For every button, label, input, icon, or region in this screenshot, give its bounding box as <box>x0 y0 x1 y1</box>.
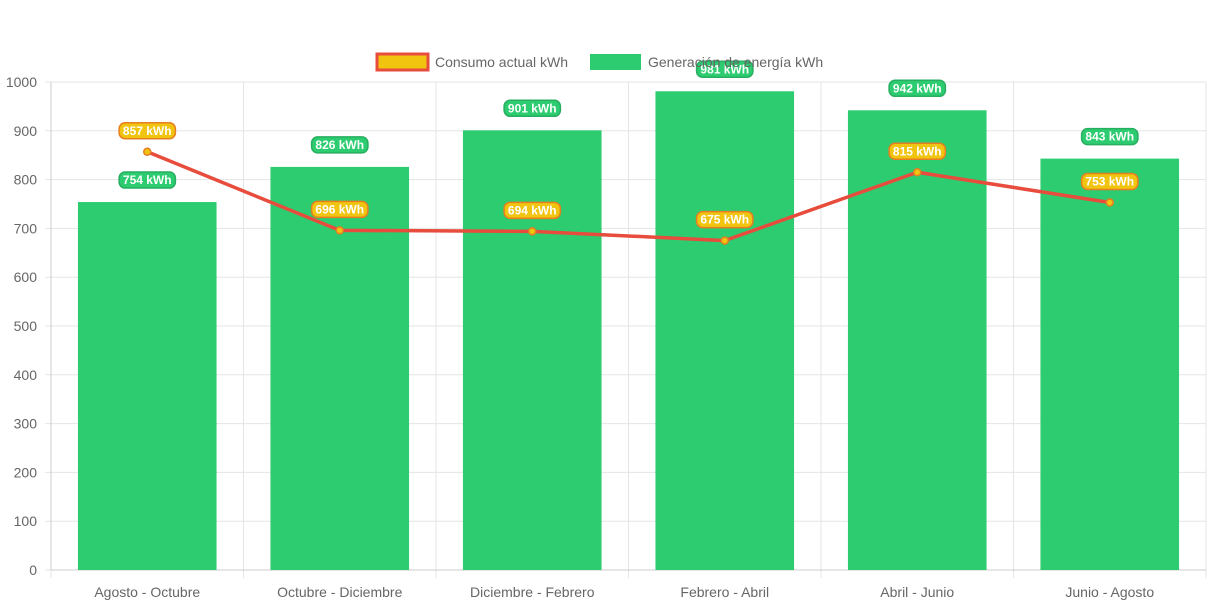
data-label-consumo-bg <box>888 142 947 161</box>
y-tick-label: 600 <box>14 269 38 285</box>
data-label-generacion-bg <box>888 79 947 98</box>
data-labels: 754 kWh 826 kWh 901 kWh 981 kWh 942 kWh 843 k… <box>118 60 1139 229</box>
data-label-generacion: 942 kWh <box>893 81 942 95</box>
data-label-consumo: 696 kWh <box>315 202 364 216</box>
bar-generacion <box>462 130 602 570</box>
data-label-generacion: 981 kWh <box>700 62 749 76</box>
x-tick-label: Febrero - Abril <box>680 584 769 600</box>
point-consumo <box>143 147 152 157</box>
data-label-consumo: 675 kWh <box>700 213 749 227</box>
data-label-consumo-bg <box>1080 172 1139 191</box>
data-label-generacion-bg <box>310 136 369 154</box>
data-label-consumo-bg <box>118 122 177 140</box>
y-tick-label: 0 <box>29 562 37 578</box>
point-consumo <box>1105 198 1114 207</box>
y-tick-label: 500 <box>14 318 38 334</box>
bar-generacion <box>655 91 795 570</box>
point-consumo <box>913 168 922 177</box>
x-tick-label: Octubre - Diciembre <box>277 584 402 600</box>
data-label-consumo-bg <box>503 201 562 220</box>
y-tick-label: 200 <box>14 464 38 480</box>
y-tick-label: 800 <box>14 172 38 188</box>
data-label-generacion: 826 kWh <box>315 138 364 152</box>
bar-generacion <box>1040 158 1180 570</box>
point-consumo <box>720 236 729 245</box>
data-label-generacion: 901 kWh <box>508 101 557 115</box>
consumo-line <box>146 150 1111 243</box>
data-label-consumo: 753 kWh <box>1085 175 1134 189</box>
y-tick-label: 1000 <box>6 74 37 90</box>
legend[interactable]: Consumo actual kWh Generación de energía … <box>375 52 823 72</box>
y-tick-label: 400 <box>14 367 38 383</box>
data-label-consumo-bg <box>310 200 369 219</box>
data-label-generacion-bg <box>503 99 562 118</box>
legend-label-generacion: Generación de energía kWh <box>648 54 823 70</box>
grid <box>45 81 1207 578</box>
data-label-generacion-bg <box>1080 127 1139 146</box>
legend-label-consumo: Consumo actual kWh <box>435 54 568 70</box>
y-tick-label: 900 <box>14 123 38 139</box>
data-label-consumo-bg <box>695 210 754 229</box>
y-tick-label: 100 <box>14 513 38 529</box>
x-tick-label: Junio - Agosto <box>1065 584 1154 600</box>
data-label-generacion-bg <box>118 171 177 189</box>
data-label-consumo: 857 kWh <box>123 124 172 138</box>
axes: 0 100 200 300 400 500 600 700 800 900 1000 Agosto -… <box>6 74 1206 600</box>
legend-swatch-consumo <box>375 52 430 72</box>
x-tick-label: Abril - Junio <box>880 584 954 600</box>
x-tick-label: Agosto - Octubre <box>94 584 200 600</box>
data-label-generacion-bg <box>695 60 754 79</box>
y-tick-label: 700 <box>14 220 38 236</box>
legend-swatch-generacion <box>590 54 641 70</box>
data-label-consumo: 815 kWh <box>893 144 942 158</box>
bar-generacion <box>77 202 217 570</box>
point-consumo <box>528 227 537 236</box>
y-tick-label: 300 <box>14 416 38 432</box>
point-consumo <box>335 226 344 235</box>
line-series <box>143 147 1114 245</box>
data-label-generacion: 843 kWh <box>1085 130 1134 144</box>
data-label-generacion: 754 kWh <box>123 173 172 187</box>
x-tick-label: Diciembre - Febrero <box>470 584 595 600</box>
bar-series <box>77 91 1180 571</box>
data-label-consumo: 694 kWh <box>508 203 557 217</box>
